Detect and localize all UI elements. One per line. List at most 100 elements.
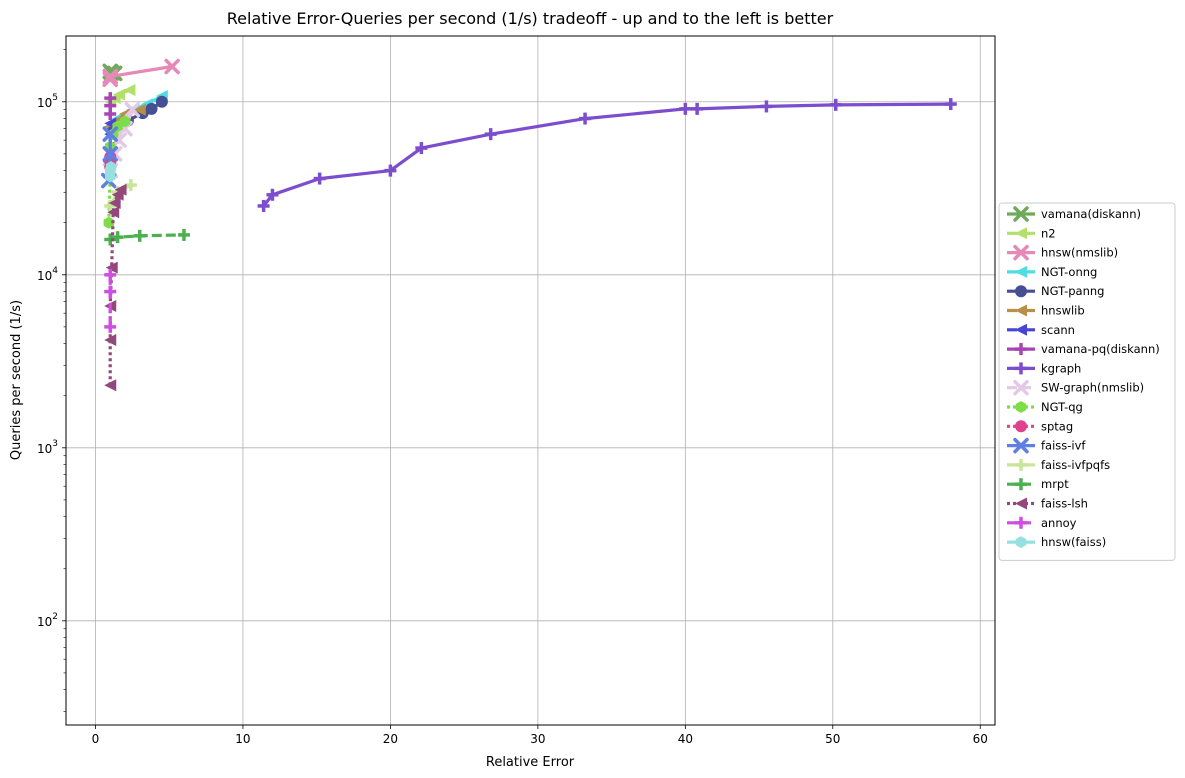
y-tick-label: 104 — [37, 266, 58, 283]
legend-item: NGT-qg — [1007, 400, 1083, 414]
data-point — [1015, 497, 1027, 510]
series — [105, 161, 117, 183]
data-point — [113, 88, 126, 101]
data-point — [103, 216, 114, 229]
data-point — [102, 126, 118, 142]
data-point — [124, 101, 141, 118]
data-point — [1015, 362, 1027, 375]
legend-label: hnsw(faiss) — [1041, 535, 1106, 549]
data-point — [1015, 401, 1027, 413]
data-point — [760, 100, 773, 113]
data-point — [155, 95, 168, 108]
data-point — [1013, 437, 1029, 454]
legend-item: vamana-pq(diskann) — [1007, 342, 1160, 356]
series — [257, 98, 957, 212]
data-point — [102, 146, 118, 162]
series — [104, 92, 117, 120]
data-point — [145, 102, 158, 115]
legend-label: n2 — [1041, 226, 1056, 240]
data-point — [102, 68, 118, 85]
series — [104, 183, 127, 392]
data-point — [104, 320, 117, 333]
data-point — [484, 128, 497, 141]
legend-item: faiss-lsh — [1007, 497, 1088, 511]
legend: vamana(diskann) n2 hnsw(nmslib) NGT-onng NGT… — [998, 202, 1176, 561]
y-tick-label: 103 — [37, 439, 58, 456]
series-line — [262, 102, 951, 207]
data-point — [1015, 516, 1027, 529]
data-point — [104, 285, 117, 298]
y-axis-label: Queries per second (1/s) — [9, 300, 24, 460]
data-point — [691, 102, 704, 115]
plot-area: 0 10 20 30 40 50 60 102 103 104 105 — [37, 35, 996, 746]
series — [104, 268, 117, 333]
legend-label: vamana(diskann) — [1041, 207, 1141, 221]
chart-title: Relative Error-Queries per second (1/s) … — [227, 9, 834, 28]
legend-label: SW-graph(nmslib) — [1041, 381, 1144, 395]
series-line — [108, 188, 122, 386]
data-point — [313, 172, 326, 185]
y-tick-label: 102 — [37, 612, 58, 629]
x-axis-label: Relative Error — [486, 755, 575, 770]
axes-frame — [65, 35, 996, 726]
series — [102, 58, 180, 87]
legend-item: faiss-ivfpqfs — [1007, 458, 1110, 472]
legend-item: kgraph — [1007, 361, 1081, 375]
data-point — [1015, 458, 1027, 471]
data-point — [104, 233, 117, 246]
legend-label: vamana-pq(diskann) — [1041, 342, 1160, 356]
data-point — [384, 164, 397, 177]
data-point — [415, 142, 428, 155]
data-point — [119, 115, 131, 128]
y-tick-label: 105 — [37, 93, 58, 110]
legend-item: SW-graph(nmslib) — [1007, 379, 1144, 396]
data-point — [133, 229, 146, 242]
data-point — [105, 261, 118, 274]
legend-item: NGT-panng — [1007, 284, 1104, 298]
data-point — [104, 92, 117, 105]
x-tick-label: 20 — [383, 732, 398, 746]
series — [104, 228, 190, 246]
legend-label: faiss-lsh — [1041, 497, 1088, 511]
data-point — [177, 228, 190, 241]
data-point — [123, 83, 136, 96]
data-point — [124, 179, 137, 192]
legend-label: kgraph — [1041, 361, 1081, 375]
legend-label: mrpt — [1041, 477, 1069, 491]
data-point — [266, 188, 279, 201]
legend-label: hnsw(nmslib) — [1041, 246, 1118, 260]
data-point — [1013, 206, 1029, 222]
x-tick-label: 40 — [678, 732, 693, 746]
legend-item: hnsw(nmslib) — [1007, 244, 1118, 261]
legend-label: NGT-onng — [1041, 265, 1097, 279]
legend-label: hnswlib — [1041, 304, 1085, 318]
data-point — [104, 199, 117, 212]
x-tick-label: 0 — [92, 732, 100, 746]
legend-item: hnsw(faiss) — [1007, 535, 1106, 549]
data-point — [108, 197, 121, 210]
legend-box — [998, 202, 1176, 561]
legend-item: vamana(diskann) — [1007, 206, 1141, 222]
data-point — [1015, 285, 1027, 298]
data-point — [1015, 536, 1027, 549]
x-tick-label: 50 — [825, 732, 840, 746]
data-point — [1013, 244, 1029, 261]
data-point — [1015, 343, 1027, 356]
x-tick-label: 10 — [235, 732, 250, 746]
legend-label: faiss-ivfpqfs — [1041, 458, 1110, 472]
legend-item: hnswlib — [1007, 304, 1085, 318]
data-point — [102, 71, 118, 87]
data-point — [114, 183, 127, 196]
data-point — [164, 58, 180, 75]
x-tick-label: 30 — [530, 732, 545, 746]
legend-item: scann — [1007, 323, 1075, 337]
data-point — [1015, 304, 1027, 317]
legend-label: annoy — [1041, 516, 1077, 530]
data-point — [944, 98, 957, 111]
legend-label: faiss-ivf — [1041, 439, 1086, 453]
legend-item: annoy — [1007, 516, 1077, 530]
data-point — [829, 98, 842, 111]
legend-item: n2 — [1007, 226, 1056, 240]
data-point — [257, 199, 270, 212]
legend-label: scann — [1041, 323, 1075, 337]
